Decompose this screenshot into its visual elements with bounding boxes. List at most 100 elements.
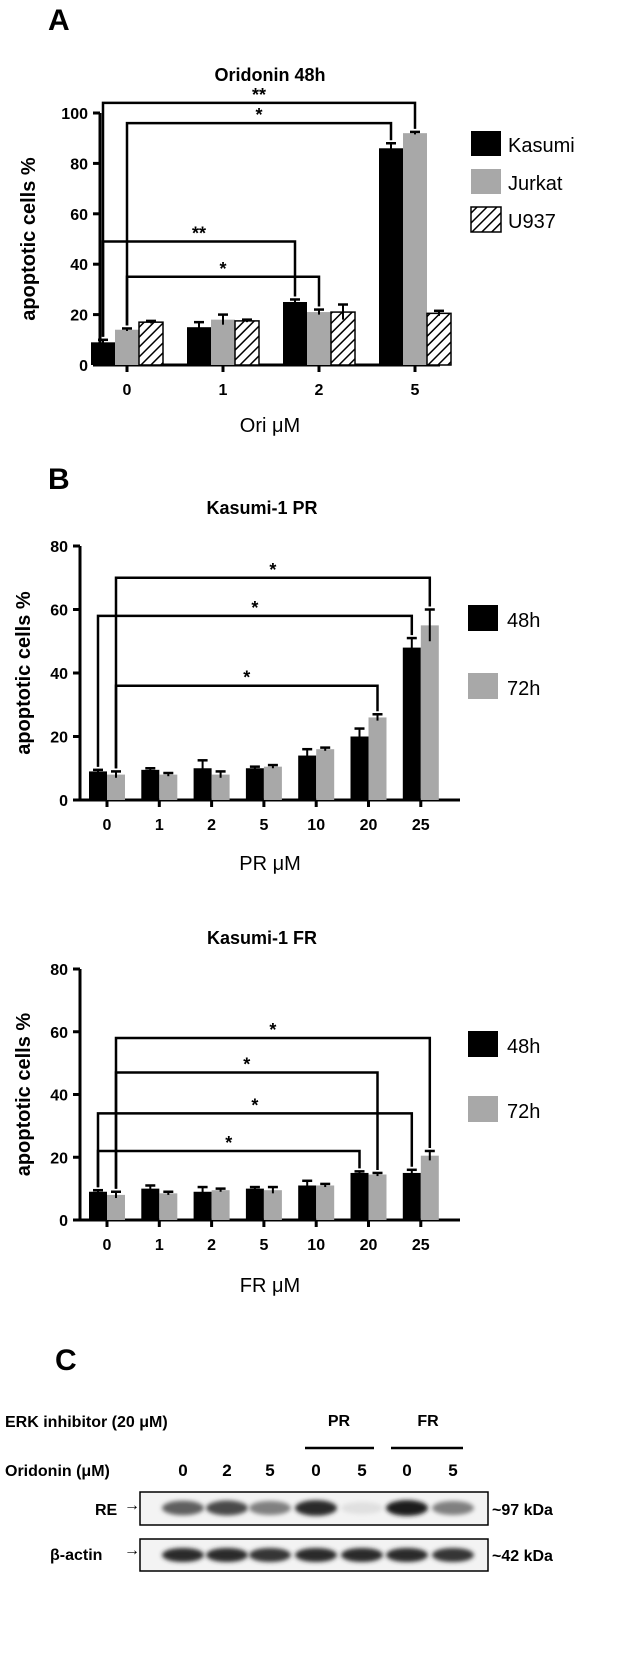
legend-swatch — [470, 206, 502, 233]
group-label-fr: FR — [417, 1413, 439, 1430]
x-tick-label: 20 — [360, 1237, 378, 1254]
bar — [107, 774, 125, 800]
bar — [350, 1172, 369, 1220]
bar — [211, 319, 235, 365]
legend-label: 48h — [507, 1036, 540, 1058]
x-tick-label: 20 — [360, 817, 378, 834]
y-tick-label: 0 — [59, 1213, 68, 1230]
y-axis-label: apoptotic cells % — [13, 1013, 35, 1177]
bar — [245, 768, 264, 800]
bar — [420, 1155, 439, 1220]
chart-title: Kasumi-1 FR — [207, 928, 317, 948]
lane-label: 5 — [357, 1461, 366, 1480]
lane-label: 0 — [402, 1461, 411, 1480]
significance-star: * — [219, 259, 226, 279]
bar — [159, 774, 178, 800]
group-label-pr: PR — [328, 1413, 351, 1430]
bar — [89, 771, 107, 800]
bar — [263, 766, 282, 800]
legend-swatch — [471, 131, 501, 156]
chart-title: Oridonin 48h — [214, 65, 325, 85]
blot-band — [162, 1500, 204, 1516]
bar — [368, 717, 387, 800]
bar — [368, 1174, 387, 1220]
bar — [379, 148, 403, 365]
legend-label: Jurkat — [508, 173, 563, 195]
lane-label: 5 — [448, 1461, 457, 1480]
y-tick-label: 20 — [70, 308, 88, 325]
significance-bracket — [125, 121, 393, 326]
y-tick-label: 40 — [70, 257, 88, 274]
bar — [307, 312, 331, 365]
significance-star: * — [251, 1095, 258, 1115]
blot-band — [386, 1548, 428, 1562]
legend-swatch — [468, 1031, 498, 1057]
bar — [402, 647, 421, 800]
x-tick-label: 2 — [207, 1237, 216, 1254]
significance-bracket — [114, 684, 379, 769]
blot-row-label-actin: β-actin — [50, 1547, 102, 1564]
y-axis-label: apoptotic cells % — [13, 591, 35, 755]
blot-band — [386, 1500, 428, 1516]
y-tick-label: 20 — [50, 1150, 68, 1167]
significance-star: ** — [252, 85, 266, 105]
y-tick-label: 100 — [61, 106, 88, 123]
bar — [107, 1194, 125, 1220]
significance-star: * — [269, 560, 276, 580]
blot-row-arrow-actin: → — [124, 1542, 140, 1559]
blot-band — [341, 1548, 383, 1562]
legend-label: 48h — [507, 610, 540, 632]
y-tick-label: 40 — [50, 1088, 68, 1105]
x-tick-label: 5 — [259, 817, 268, 834]
bar — [141, 769, 160, 800]
legend-swatch — [468, 673, 498, 699]
legend-swatch — [471, 169, 501, 194]
bar — [420, 625, 439, 800]
y-tick-label: 0 — [79, 358, 88, 375]
bar — [298, 1185, 317, 1220]
significance-star: * — [243, 1055, 250, 1075]
blot-band — [162, 1548, 204, 1562]
y-tick-label: 80 — [50, 539, 68, 556]
x-tick-label: 0 — [103, 817, 112, 834]
x-tick-label: 0 — [103, 1237, 112, 1254]
significance-star: * — [243, 668, 250, 688]
blot-row-arrow-re: → — [124, 1497, 140, 1514]
bar — [115, 329, 139, 365]
significance-star: * — [251, 598, 258, 618]
x-tick-label: 1 — [155, 1237, 164, 1254]
panel-label-c: C — [55, 1344, 77, 1377]
blot-band — [295, 1548, 337, 1562]
y-tick-label: 80 — [70, 156, 88, 173]
erk-inhibitor-label: ERK inhibitor (20 μM) — [5, 1414, 168, 1431]
blot-band — [206, 1500, 248, 1516]
x-tick-label: 0 — [123, 382, 132, 399]
lane-label: 0 — [178, 1461, 187, 1480]
bar — [316, 749, 335, 800]
blot-band — [249, 1501, 291, 1515]
bar — [330, 311, 356, 366]
x-tick-label: 5 — [411, 382, 420, 399]
significance-star: * — [255, 105, 262, 125]
lane-label: 5 — [265, 1461, 274, 1480]
bar — [263, 1190, 282, 1220]
blot-band — [206, 1548, 248, 1562]
blot-band — [432, 1548, 474, 1562]
x-tick-label: 1 — [219, 382, 228, 399]
western-blot: ERK inhibitor (20 μM) Oridonin (μM) PR F… — [5, 1413, 553, 1572]
x-tick-label: 10 — [307, 817, 325, 834]
significance-bracket — [101, 101, 417, 337]
significance-bracket — [114, 576, 432, 769]
x-tick-label: 1 — [155, 817, 164, 834]
x-tick-label: 5 — [259, 1237, 268, 1254]
panel-label-b: B — [48, 463, 70, 496]
blot-size-re: ~97 kDa — [492, 1502, 553, 1519]
legend-label: U937 — [508, 211, 556, 233]
x-tick-label: 25 — [412, 817, 430, 834]
legend-label: Kasumi — [508, 135, 575, 157]
blot-band — [295, 1500, 337, 1516]
